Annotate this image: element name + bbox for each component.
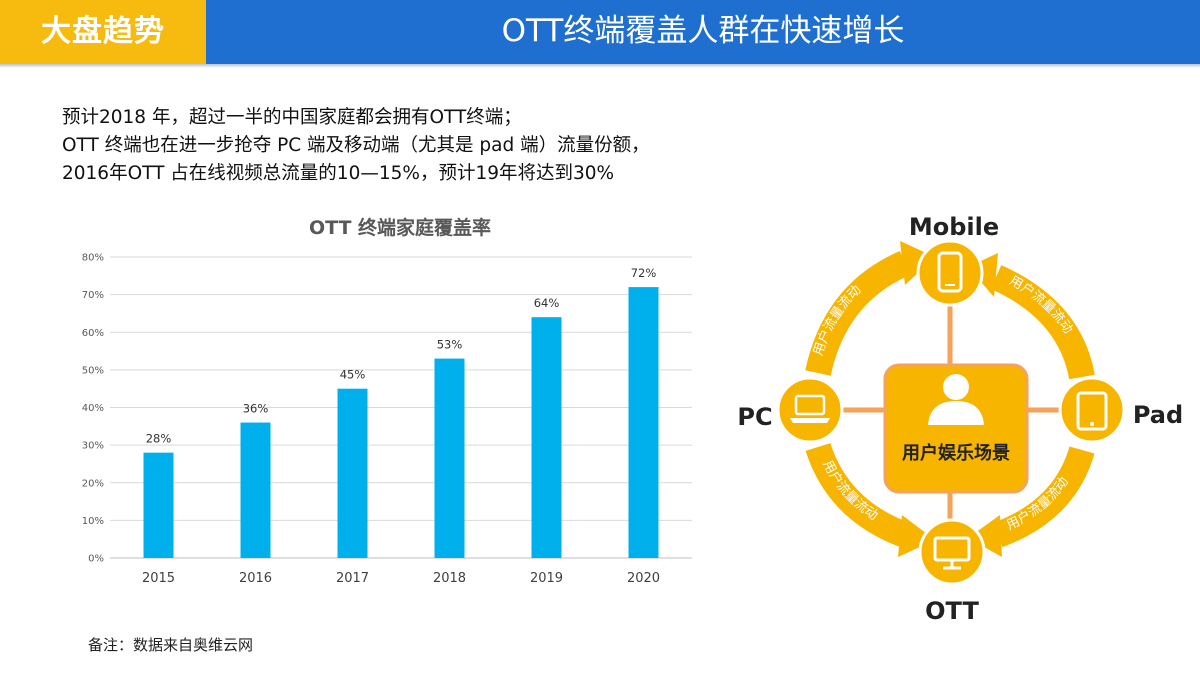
- data-label: 53%: [437, 338, 463, 352]
- x-tick-label: 2015: [142, 571, 175, 586]
- smartphone-icon: [937, 251, 963, 293]
- y-tick-label: 0%: [88, 554, 104, 565]
- x-tick-label: 2017: [336, 571, 369, 586]
- center-label: 用户娱乐场景: [902, 442, 1010, 464]
- intro-line-1: 预计2018 年，超过一半的中国家庭都会拥有OTT终端；: [62, 107, 522, 128]
- chart-title: OTT 终端家庭覆盖率: [308, 217, 492, 239]
- center-box: 用户娱乐场景: [883, 363, 1029, 494]
- node-label-pc: PC: [737, 403, 772, 431]
- node-pad: Pad: [1058, 376, 1183, 444]
- arrow-label-top-right: 用户流量流动: [1007, 273, 1076, 336]
- node-label-ott: OTT: [925, 597, 979, 625]
- page-title: OTT终端覆盖人群在快速增长: [501, 13, 905, 49]
- header-shadow: [0, 64, 1200, 68]
- data-label: 64%: [534, 296, 560, 310]
- chart-bars: [143, 287, 659, 558]
- y-tick-label: 60%: [82, 328, 104, 339]
- intro-line-2: OTT 终端也在进一步抢夺 PC 端及移动端（尤其是 pad 端）流量份额，: [62, 135, 650, 156]
- data-label: 28%: [146, 432, 172, 446]
- tablet-icon: [1076, 391, 1108, 431]
- data-label: 36%: [243, 402, 269, 416]
- x-tick-label: 2016: [239, 571, 272, 586]
- node-pc: PC: [737, 376, 844, 444]
- y-tick-label: 20%: [82, 478, 104, 489]
- bar: [240, 422, 271, 558]
- intro-text: 预计2018 年，超过一半的中国家庭都会拥有OTT终端； OTT 终端也在进一步…: [62, 104, 762, 188]
- y-tick-label: 70%: [82, 290, 104, 301]
- x-tick-label: 2018: [433, 571, 466, 586]
- bar: [531, 317, 562, 558]
- node-label-mobile: Mobile: [909, 213, 999, 241]
- node-mobile: Mobile: [909, 213, 999, 307]
- y-tick-label: 10%: [82, 516, 104, 527]
- connector-lines: [840, 305, 1060, 523]
- chart-labels: 0% 10% 20% 30% 40% 50% 60% 70% 80% 28% 2015 36% 2016…: [82, 253, 660, 587]
- source-note: 备注：数据来自奥维云网: [88, 636, 254, 654]
- section-tab: 大盘趋势: [0, 0, 206, 64]
- y-tick-label: 30%: [82, 441, 104, 452]
- x-tick-label: 2019: [530, 571, 563, 586]
- bar-chart: 0% 10% 20% 30% 40% 50% 60% 70% 80% 28% 2015 36% 2016…: [82, 253, 692, 587]
- intro-line-3: 2016年OTT 占在线视频总流量的10—15%，预计19年将达到30%: [62, 163, 615, 184]
- node-ott: OTT: [918, 518, 986, 625]
- data-label: 45%: [340, 368, 366, 382]
- bar: [628, 287, 659, 558]
- y-tick-label: 80%: [82, 253, 104, 264]
- arrow-top-left: [805, 241, 935, 376]
- flow-diagram: 用户流量流动 用户流量流动 用户流量流动 用户流量流动 用户娱乐场景 Mobil…: [737, 213, 1183, 625]
- data-label: 72%: [631, 266, 657, 280]
- user-icon: [928, 374, 984, 425]
- arrow-bottom-right: [968, 446, 1095, 557]
- bar: [143, 452, 174, 558]
- y-tick-label: 50%: [82, 365, 104, 376]
- chart-grid: [110, 256, 692, 559]
- y-tick-label: 40%: [82, 403, 104, 414]
- bar: [337, 388, 368, 558]
- header-bar: 大盘趋势 OTT终端覆盖人群在快速增长: [0, 0, 1200, 64]
- monitor-icon: [933, 536, 971, 570]
- arrow-bottom-left: [805, 442, 935, 557]
- node-label-pad: Pad: [1133, 401, 1183, 429]
- x-tick-label: 2020: [627, 571, 660, 586]
- laptop-icon: [790, 394, 830, 423]
- bar: [434, 358, 465, 558]
